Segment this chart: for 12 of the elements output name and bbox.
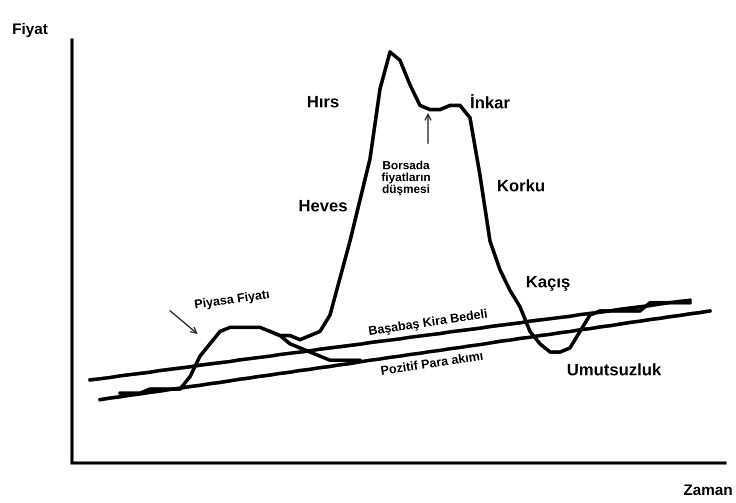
annotation: İnkar bbox=[471, 94, 510, 108]
annotation: Umutsuzluk bbox=[568, 363, 662, 376]
annotation: Hırs bbox=[308, 96, 339, 108]
annotation: Heves bbox=[300, 200, 347, 212]
annotation: Kaçış bbox=[526, 276, 570, 291]
annotation: Borsada fiyatların düşmesi bbox=[382, 160, 430, 196]
text: Pozitif Para akımı bbox=[380, 350, 483, 375]
text: Başabaş Kira Bedeli bbox=[368, 308, 488, 338]
annotation: Korku bbox=[498, 179, 544, 192]
annotation: Piyasa Fiyatı bbox=[194, 289, 270, 311]
y-axis-title: Fiyat bbox=[13, 22, 48, 38]
x-axis-title: Zaman bbox=[684, 484, 732, 496]
